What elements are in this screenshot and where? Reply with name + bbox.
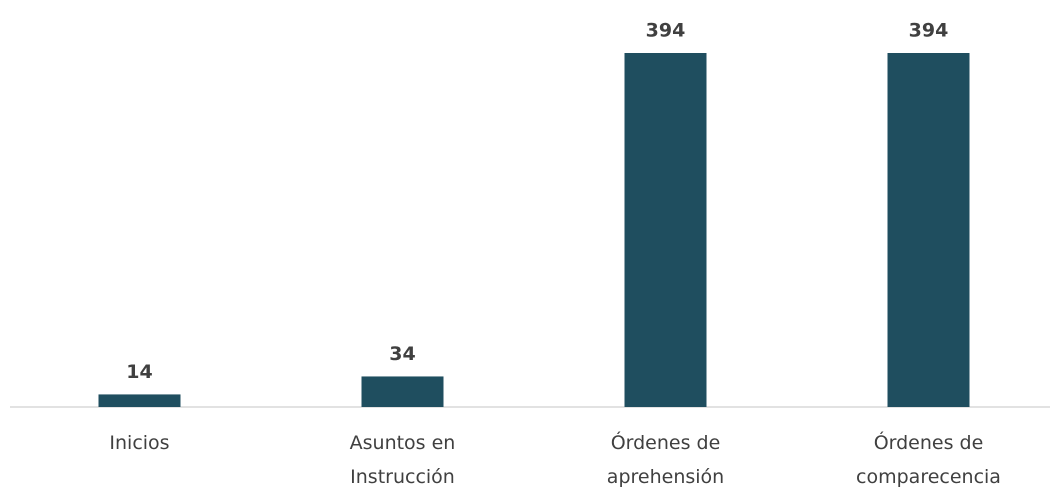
- category-label: Órdenes de aprehensión: [606, 432, 725, 488]
- value-label: 34: [389, 343, 415, 365]
- bar: [624, 53, 707, 407]
- bar: [361, 376, 444, 407]
- bar: [887, 53, 970, 407]
- bar: [98, 394, 181, 407]
- category-label: Órdenes de comparecencia: [856, 432, 1001, 488]
- category-label: Asuntos en Instrucción: [349, 432, 456, 488]
- value-label: 394: [646, 20, 686, 42]
- value-label: 394: [909, 20, 949, 42]
- category-label: Inicios: [109, 432, 170, 454]
- value-label: 14: [126, 361, 152, 383]
